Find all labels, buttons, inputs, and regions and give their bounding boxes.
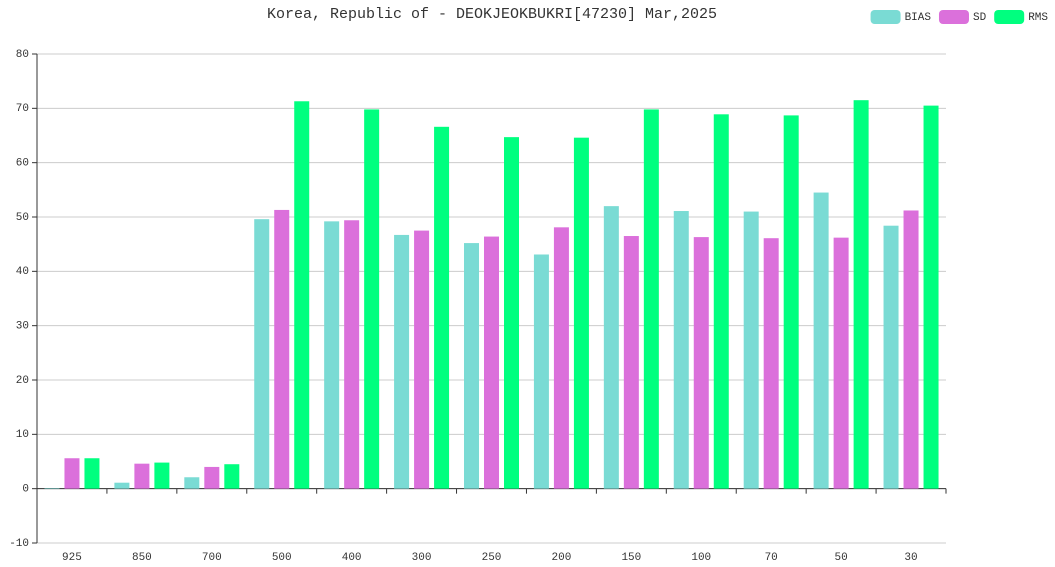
bar	[434, 126, 450, 489]
y-tick-label: 0	[22, 484, 29, 496]
bar	[713, 114, 729, 489]
y-tick-label: 10	[16, 429, 29, 441]
x-tick-label: 50	[835, 552, 848, 564]
bar	[394, 234, 410, 489]
x-tick-label: 400	[342, 552, 362, 564]
y-tick-label: 80	[16, 49, 29, 61]
bar	[603, 206, 619, 489]
x-tick-label: 925	[62, 552, 82, 564]
legend-swatch	[994, 10, 1025, 24]
bar	[44, 488, 60, 489]
bar	[643, 109, 659, 489]
bar	[903, 210, 919, 489]
bar	[883, 225, 899, 489]
y-tick-label: 20	[16, 375, 29, 387]
legend-label: RMS	[1028, 12, 1048, 24]
x-tick-label: 700	[202, 552, 222, 564]
bar	[254, 219, 270, 489]
bar	[763, 238, 779, 489]
bar	[743, 211, 759, 489]
bar	[673, 211, 689, 489]
bar	[134, 463, 150, 489]
bar	[64, 458, 80, 489]
y-tick-label: 40	[16, 266, 29, 278]
bar	[114, 482, 130, 489]
bar	[274, 209, 290, 489]
bar	[464, 243, 479, 489]
bar	[833, 237, 849, 489]
y-tick-label: -10	[9, 538, 29, 550]
bar	[783, 115, 799, 489]
x-tick-label: 150	[621, 552, 641, 564]
bar	[573, 137, 589, 489]
bar	[184, 477, 200, 489]
y-tick-label: 50	[16, 212, 29, 224]
legend-swatch	[870, 10, 901, 24]
bar	[154, 462, 170, 489]
legend-label: SD	[973, 12, 987, 24]
legend-label: BIAS	[905, 12, 932, 24]
bar	[533, 254, 549, 489]
legend-swatch	[938, 10, 969, 24]
bar	[484, 236, 499, 489]
bar	[693, 237, 709, 489]
y-tick-label: 70	[16, 103, 29, 115]
bar	[364, 109, 380, 489]
bar	[414, 230, 430, 489]
x-tick-label: 30	[904, 552, 917, 564]
bar	[204, 466, 220, 489]
bar	[853, 100, 869, 489]
bar	[224, 464, 240, 489]
bar	[344, 220, 360, 489]
x-tick-label: 250	[482, 552, 502, 564]
bar	[294, 101, 310, 489]
x-tick-label: 100	[691, 552, 711, 564]
x-tick-label: 70	[765, 552, 778, 564]
bar	[923, 105, 939, 489]
x-tick-label: 300	[412, 552, 432, 564]
bar	[504, 137, 519, 489]
bar	[84, 458, 100, 489]
y-tick-label: 60	[16, 158, 29, 170]
bar	[553, 227, 569, 489]
bar	[324, 221, 340, 489]
x-tick-label: 500	[272, 552, 292, 564]
y-tick-label: 30	[16, 321, 29, 333]
chart-title: Korea, Republic of - DEOKJEOKBUKRI[47230…	[267, 6, 717, 23]
x-tick-label: 200	[552, 552, 572, 564]
bar	[623, 236, 639, 489]
bar	[813, 192, 829, 489]
x-tick-label: 850	[132, 552, 152, 564]
